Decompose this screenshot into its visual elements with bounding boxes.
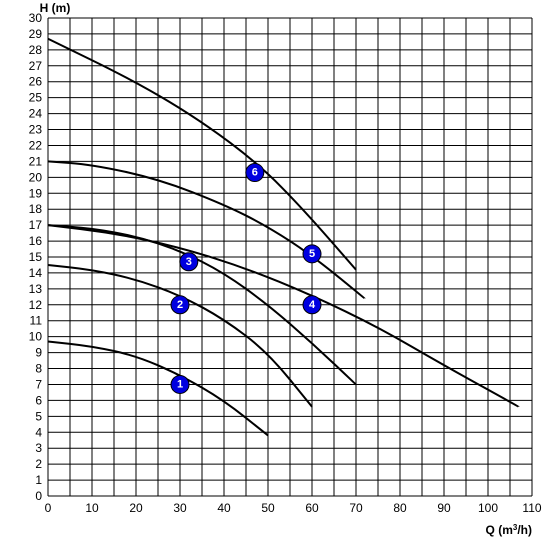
y-ticks: 0123456789101112131415161718192021222324… — [29, 11, 43, 503]
marker-label-3: 3 — [186, 256, 192, 268]
y-tick-label: 3 — [35, 441, 42, 455]
y-tick-label: 15 — [29, 250, 43, 264]
y-axis-label: H (m) — [40, 1, 71, 15]
curves — [48, 39, 519, 436]
y-tick-label: 16 — [29, 234, 43, 248]
y-tick-label: 9 — [35, 346, 42, 360]
pump-curve-chart: 1234560123456789101112131415161718192021… — [0, 0, 551, 543]
x-tick-label: 0 — [45, 501, 52, 515]
y-tick-label: 27 — [29, 59, 43, 73]
y-tick-label: 21 — [29, 154, 43, 168]
y-tick-label: 14 — [29, 266, 43, 280]
y-tick-label: 2 — [35, 457, 42, 471]
y-tick-label: 22 — [29, 138, 43, 152]
y-tick-label: 0 — [35, 489, 42, 503]
marker-label-4: 4 — [309, 299, 316, 311]
y-tick-label: 26 — [29, 75, 43, 89]
x-tick-label: 100 — [478, 501, 498, 515]
y-tick-label: 23 — [29, 123, 43, 137]
y-tick-label: 5 — [35, 409, 42, 423]
x-tick-label: 80 — [393, 501, 407, 515]
y-tick-label: 6 — [35, 393, 42, 407]
x-ticks: 0 10 20 30 40 50 60 70 80 90 100 110 — [45, 501, 542, 515]
x-tick-label: 90 — [437, 501, 451, 515]
marker-label-1: 1 — [177, 378, 183, 390]
y-tick-label: 10 — [29, 330, 43, 344]
x-axis-label: Q (m3/h) — [486, 523, 532, 538]
y-tick-label: 19 — [29, 186, 43, 200]
y-tick-label: 4 — [35, 425, 42, 439]
y-tick-label: 13 — [29, 282, 43, 296]
y-tick-label: 11 — [30, 314, 43, 328]
y-tick-label: 12 — [29, 298, 43, 312]
grid — [48, 18, 532, 496]
y-tick-label: 28 — [29, 43, 43, 57]
y-tick-label: 25 — [29, 91, 43, 105]
y-tick-label: 18 — [29, 202, 43, 216]
marker-label-5: 5 — [309, 248, 315, 260]
x-tick-label: 10 — [85, 501, 99, 515]
x-tick-label: 40 — [217, 501, 231, 515]
chart-svg: 1234560123456789101112131415161718192021… — [0, 0, 551, 543]
y-tick-label: 24 — [29, 107, 43, 121]
y-tick-label: 8 — [35, 362, 42, 376]
y-tick-label: 29 — [29, 27, 43, 41]
y-tick-label: 1 — [35, 473, 42, 487]
y-tick-label: 20 — [29, 170, 43, 184]
y-tick-label: 17 — [29, 218, 43, 232]
x-tick-label: 20 — [129, 501, 143, 515]
y-tick-label: 7 — [35, 377, 42, 391]
x-tick-label: 60 — [305, 501, 319, 515]
x-tick-label: 30 — [173, 501, 187, 515]
marker-label-2: 2 — [177, 299, 183, 311]
x-tick-label: 70 — [349, 501, 363, 515]
x-tick-label: 50 — [261, 501, 275, 515]
curve-4 — [48, 225, 519, 407]
marker-label-6: 6 — [252, 167, 258, 179]
x-tick-label: 110 — [522, 501, 541, 515]
